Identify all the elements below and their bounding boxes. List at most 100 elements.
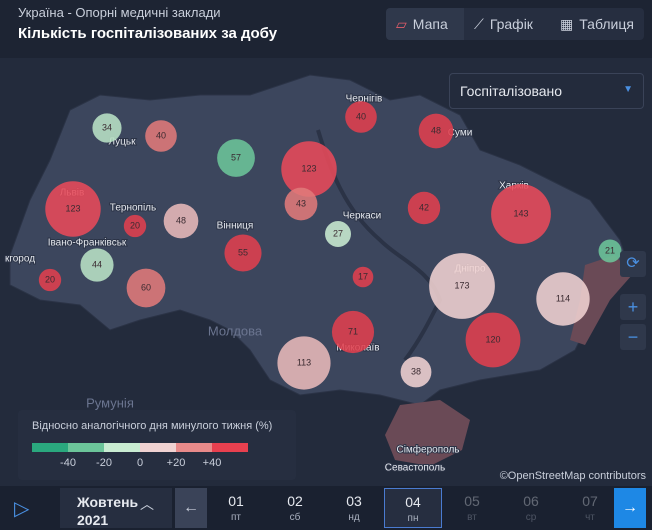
bubble [331,310,375,354]
dropdown-label: Госпіталізовано [460,83,563,99]
refresh-button[interactable]: ⟳ [620,251,646,277]
legend-swatch [104,443,140,452]
bubble-label: 40 [156,130,166,140]
bubble [325,221,351,247]
day-number: 06 [523,493,539,509]
legend-swatch [176,443,212,452]
day[interactable]: 04 пн [384,488,442,528]
prev-button[interactable]: ← [175,488,207,528]
day[interactable]: 06 ср [502,488,560,528]
weekday: пн [407,513,419,524]
legend-swatch [32,443,68,452]
bubble-label: 143 [513,208,528,218]
bubble [217,139,255,177]
place-label: Чернігів [346,94,383,105]
bubble-label: 114 [556,293,570,303]
tab-label: Таблиця [579,16,634,32]
bubble-label: 123 [65,203,80,213]
bubble-label: 20 [45,274,55,284]
place-label: Севастополь [385,463,445,474]
bubble [407,191,441,225]
month-selector[interactable]: Жовтень 2021 ︿ [60,488,172,528]
bubble-label: 40 [356,111,366,121]
place-label: кгород [5,254,35,265]
dropdown[interactable]: Госпіталізовано ▼ [449,73,644,109]
year: 2021 [77,512,109,528]
day[interactable]: 03 нд [325,488,383,528]
day-number: 04 [405,494,421,510]
bubble-label: 123 [301,163,316,173]
river [316,129,443,362]
legend-tick: -40 [60,457,76,469]
play-button[interactable]: ▷ [14,498,30,520]
bubble-label: 48 [176,215,186,225]
bubble [465,312,521,368]
weekday: вт [467,512,477,523]
bubble-label: 27 [333,228,343,238]
bubble [277,336,331,390]
bubble [491,184,551,244]
bubble [536,272,590,326]
bubble [80,248,114,282]
legend-swatch [140,443,176,452]
bubble-label: 71 [348,326,358,336]
eastern-region [570,255,632,345]
day[interactable]: 02 сб [266,488,324,528]
bubble-label: 21 [605,245,615,255]
zoom-out[interactable]: − [620,324,646,350]
subtitle: Україна - Опорні медичні заклади [18,5,221,20]
bubble [281,141,337,197]
weekday: чт [585,512,595,523]
weekday: ср [525,512,537,523]
legend-swatch [212,443,248,452]
bubble-label: 43 [296,198,306,208]
legend-ticks: -40 -20 0 +20 +40 [32,457,252,471]
bubble-label: 38 [411,366,421,376]
tab-label: Мапа [412,16,448,32]
place-label: Івано-Франківськ [48,238,127,249]
legend-tick: +20 [166,457,186,469]
tab-chart[interactable]: ⟋ Графік [464,8,550,40]
bubble [38,268,62,292]
day[interactable]: 07 чт [561,488,619,528]
bubble [429,253,495,319]
next-button[interactable]: → [614,488,646,528]
day[interactable]: 01 пт [207,488,265,528]
bubble [598,239,622,263]
bubble-label: 20 [130,220,140,230]
place-label: Сімферополь [396,444,459,456]
bubble-label: 48 [431,125,441,135]
bubble [345,101,377,133]
weekday: сб [289,512,301,523]
bubble [284,187,318,221]
day[interactable]: 05 вт [443,488,501,528]
bubble [123,214,147,238]
legend-tick: -20 [96,457,112,469]
place-label: Румунія [86,395,134,410]
bubble [126,268,166,308]
bubble [418,113,454,149]
day-number: 02 [287,493,303,509]
weekday: пт [231,512,241,523]
bubble-label: 17 [358,271,368,281]
tab-table[interactable]: ▦ Таблиця [550,8,644,40]
day-number: 03 [346,493,362,509]
bubble [224,234,262,272]
legend-swatch [68,443,104,452]
place-label: Суми [448,128,473,139]
day-number: 01 [228,493,244,509]
place-label: Молдова [208,323,263,338]
tab-map[interactable]: ▱ Мапа [386,8,464,40]
bubble [92,113,122,143]
day-number: 05 [464,493,480,509]
legend-title: Відносно аналогічного дня минулого тижня… [32,420,273,432]
bubble-label: 42 [419,202,429,212]
legend-tick: 0 [136,457,144,469]
place-label: Вінниця [217,221,254,232]
zoom-in[interactable]: + [620,294,646,320]
legend-tick: +40 [202,457,222,469]
bubble-label: 57 [231,152,241,162]
bubble-label: 173 [454,280,469,290]
day-number: 07 [582,493,598,509]
